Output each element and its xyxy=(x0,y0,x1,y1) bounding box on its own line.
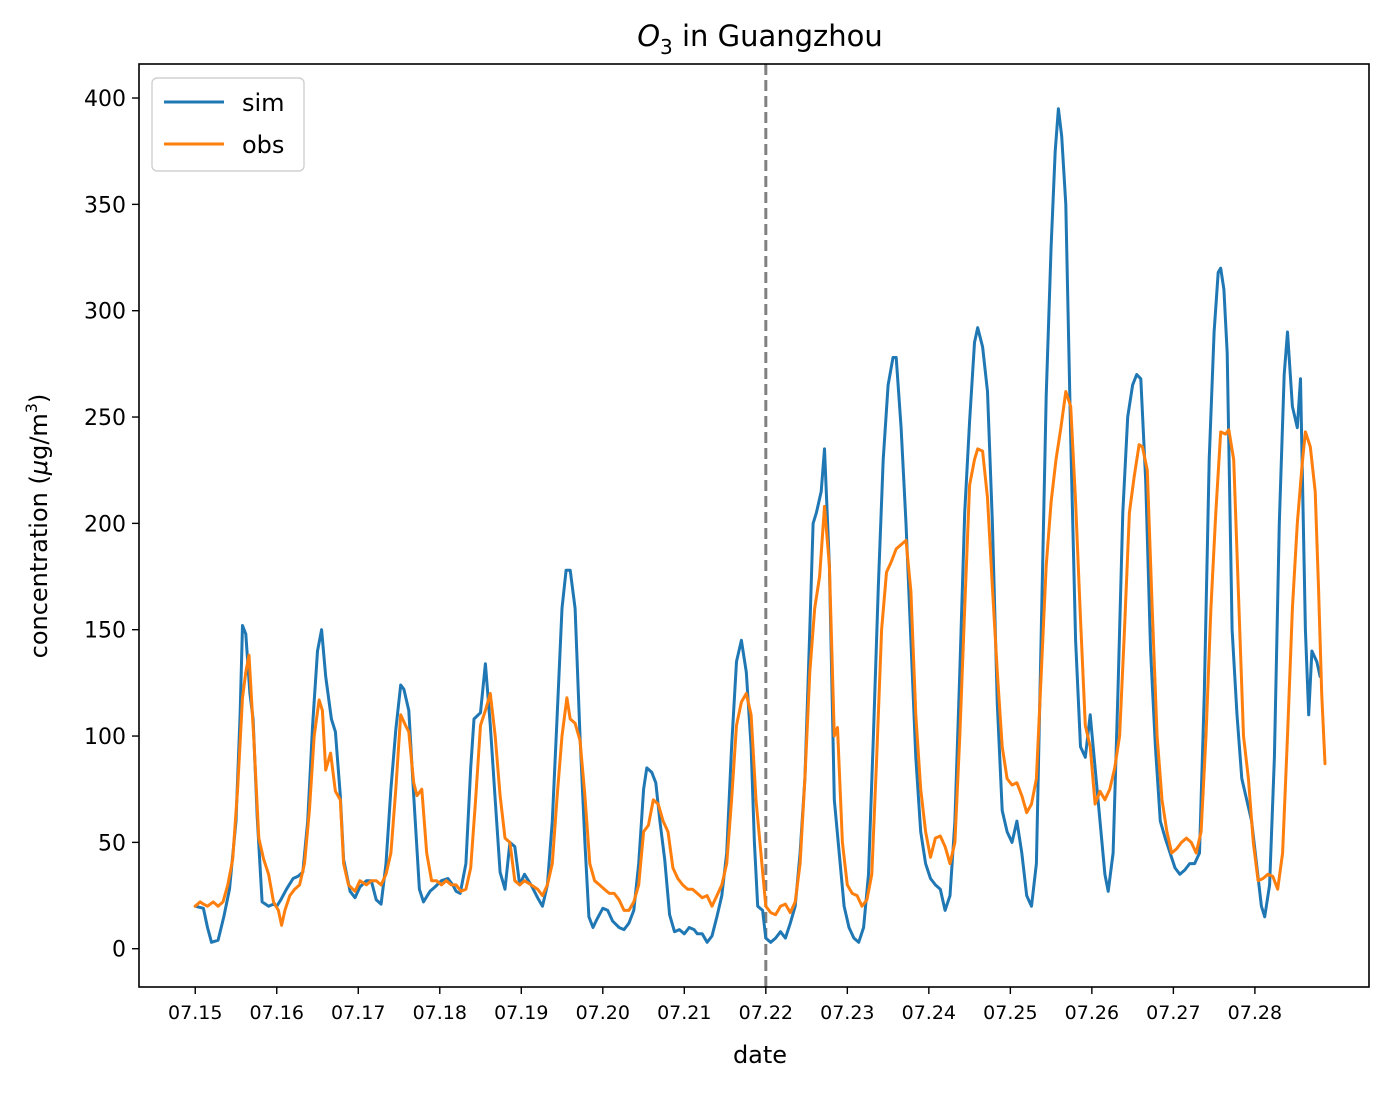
y-tick-label: 150 xyxy=(84,619,126,644)
x-tick-label: 07.25 xyxy=(983,1002,1037,1024)
x-tick-label: 07.22 xyxy=(739,1002,793,1024)
x-tick-label: 07.20 xyxy=(576,1002,630,1024)
x-tick-label: 07.28 xyxy=(1228,1002,1282,1024)
x-tick-label: 07.23 xyxy=(820,1002,874,1024)
y-axis-label: concentration (μg/m3) xyxy=(22,394,53,659)
x-tick-label: 07.27 xyxy=(1146,1002,1200,1024)
y-tick-label: 300 xyxy=(84,300,126,325)
axis-ticks: 0 50 100 150 200 250 300 350 400 07.15 07.16 07.17 0… xyxy=(84,87,1282,1024)
series-line-obs xyxy=(193,390,1327,927)
y-tick-label: 400 xyxy=(84,87,126,112)
series-line-sim xyxy=(193,107,1322,944)
y-tick-label: 200 xyxy=(84,512,126,537)
x-tick-label: 07.26 xyxy=(1065,1002,1119,1024)
chart-title: O3 in Guangzhou xyxy=(637,19,883,59)
x-tick-label: 07.17 xyxy=(331,1002,385,1024)
x-tick-label: 07.16 xyxy=(250,1002,304,1024)
y-tick-label: 100 xyxy=(84,725,126,750)
y-tick-label: 50 xyxy=(98,831,126,856)
legend-label-sim: sim xyxy=(242,89,285,117)
y-tick-label: 0 xyxy=(112,938,126,963)
y-tick-label: 250 xyxy=(84,406,126,431)
y-tick-label: 350 xyxy=(84,193,126,218)
x-tick-label: 07.15 xyxy=(168,1002,222,1024)
x-tick-label: 07.24 xyxy=(902,1002,956,1024)
x-tick-label: 07.18 xyxy=(413,1002,467,1024)
series-lines xyxy=(193,107,1327,944)
x-axis-label: date xyxy=(733,1041,787,1069)
x-tick-label: 07.19 xyxy=(494,1002,548,1024)
legend-label-obs: obs xyxy=(242,131,284,159)
plot-frame xyxy=(138,63,1370,988)
x-tick-label: 07.21 xyxy=(657,1002,711,1024)
legend: sim obs xyxy=(151,77,305,172)
